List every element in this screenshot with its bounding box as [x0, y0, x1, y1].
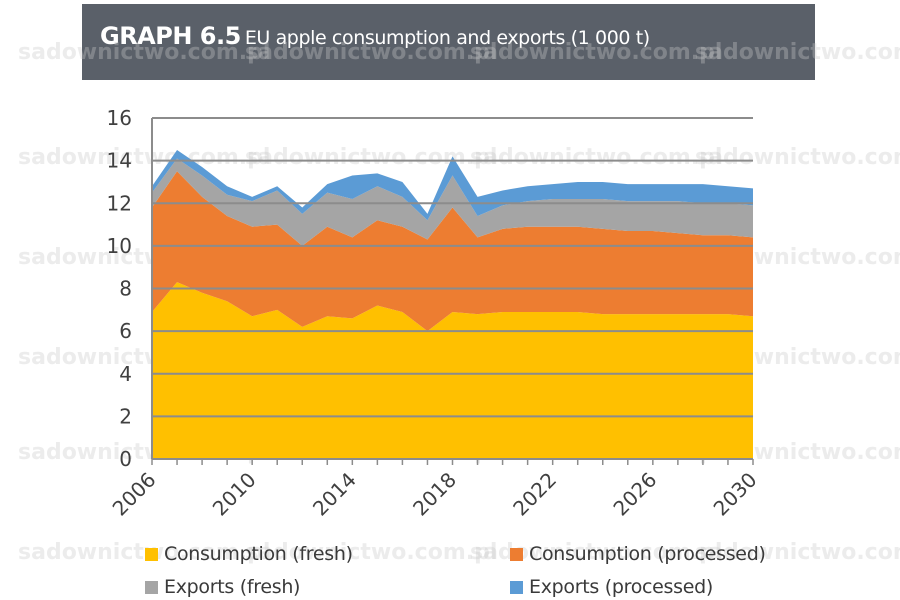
y-tick-label: 16 — [107, 106, 132, 130]
series-area-3 — [152, 149, 753, 221]
series-area-2 — [152, 158, 753, 246]
legend-label: Exports (processed) — [529, 576, 714, 598]
chart-header: GRAPH 6.5 EU apple consumption and export… — [82, 4, 815, 80]
series-area-0 — [152, 282, 753, 459]
legend-label: Exports (fresh) — [164, 576, 301, 598]
legend-swatch — [510, 580, 523, 594]
chart-title: EU apple consumption and exports (1 000 … — [244, 27, 650, 49]
legend-item: Consumption (processed) — [510, 543, 766, 565]
y-tick-label: 14 — [107, 149, 132, 173]
legend-label: Consumption (fresh) — [164, 543, 353, 565]
y-tick-label: 8 — [119, 277, 132, 301]
series-area-1 — [152, 171, 753, 332]
legend-label: Consumption (processed) — [529, 543, 766, 565]
y-tick-label: 4 — [119, 362, 132, 386]
graph-number: GRAPH 6.5 — [100, 22, 241, 50]
legend-swatch — [145, 547, 158, 561]
legend-swatch — [510, 547, 523, 561]
y-tick-label: 2 — [119, 404, 132, 428]
legend-item: Exports (processed) — [510, 576, 713, 598]
y-tick-label: 10 — [107, 234, 132, 258]
legend-swatch — [145, 580, 158, 594]
header-text: GRAPH 6.5 EU apple consumption and export… — [100, 22, 650, 50]
y-tick-label: 0 — [119, 447, 132, 471]
legend-item: Exports (fresh) — [145, 576, 300, 598]
y-tick-label: 12 — [107, 191, 132, 215]
y-tick-label: 6 — [119, 319, 132, 343]
legend-item: Consumption (fresh) — [145, 543, 353, 565]
